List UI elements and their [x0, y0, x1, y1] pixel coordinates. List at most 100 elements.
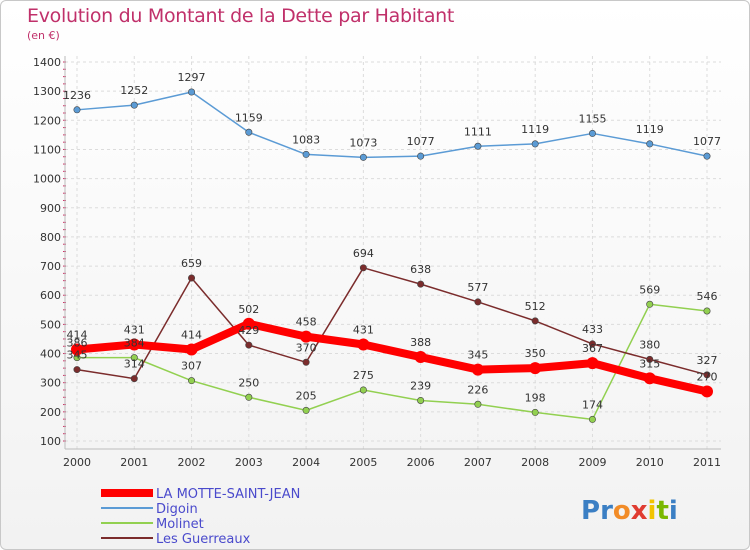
legend-entry: LA MOTTE-SAINT-JEAN [156, 487, 300, 502]
data-label: 431 [124, 324, 145, 337]
data-point [71, 343, 83, 356]
legend-entry: Digoin [156, 502, 198, 517]
data-point [646, 300, 654, 308]
data-label: 350 [525, 347, 546, 360]
data-point [245, 341, 253, 349]
data-label: 239 [410, 379, 431, 392]
data-label: 370 [296, 341, 317, 354]
x-tick-label: 2007 [464, 456, 492, 469]
data-label: 1083 [292, 133, 320, 146]
data-label: 638 [410, 263, 431, 276]
x-tick-label: 2003 [235, 456, 263, 469]
data-point [417, 396, 425, 404]
y-tick-label: 1100 [33, 143, 61, 156]
y-tick-label: 300 [40, 377, 61, 390]
data-point [531, 140, 539, 148]
data-point [471, 363, 484, 376]
data-label: 384 [124, 337, 145, 350]
data-point [302, 358, 310, 366]
data-label: 1111 [464, 125, 492, 138]
data-point [703, 152, 711, 160]
data-point [417, 280, 425, 288]
x-tick-label: 2005 [349, 456, 377, 469]
data-label: 307 [181, 360, 202, 373]
grid [65, 56, 721, 449]
proxiti-logo-text: Proxiti [581, 496, 678, 526]
data-label: 314 [124, 358, 145, 371]
data-point [701, 385, 713, 398]
data-labels: 1236 1252 1297 1159 1083 1073 1077 1111 1119 1155… [63, 71, 721, 411]
data-point [185, 343, 198, 356]
data-label: 414 [181, 328, 202, 341]
data-point [643, 372, 656, 385]
data-label: 1119 [521, 123, 549, 136]
data-point [73, 106, 81, 114]
data-point [128, 338, 141, 351]
data-point [359, 153, 367, 161]
data-label: 315 [639, 357, 660, 370]
axes: 1002003004005006007008009001000110012001… [33, 56, 721, 469]
data-label: 380 [639, 338, 660, 351]
data-point [130, 101, 138, 109]
data-point [359, 386, 367, 394]
x-tick-label: 2010 [636, 456, 664, 469]
y-tick-label: 500 [40, 318, 61, 331]
data-point [588, 129, 596, 137]
data-label: 1252 [120, 84, 148, 97]
data-label: 694 [353, 247, 374, 260]
y-tick-label: 600 [40, 289, 61, 302]
y-tick-label: 1000 [33, 173, 61, 186]
data-label: 250 [238, 376, 259, 389]
data-label: 174 [582, 398, 603, 411]
data-label: 1155 [578, 112, 606, 125]
series-line-molinet [77, 303, 708, 421]
data-label: 1159 [235, 111, 263, 124]
data-label: 1077 [407, 135, 435, 148]
data-label: 659 [181, 257, 202, 270]
y-tick-label: 800 [40, 231, 61, 244]
data-point [357, 338, 370, 351]
data-label: 1297 [178, 71, 206, 84]
data-label: 367 [582, 342, 603, 355]
data-point [703, 307, 711, 315]
y-tick-label: 400 [40, 348, 61, 361]
data-label: 1077 [693, 135, 721, 148]
x-tick-label: 2001 [120, 456, 148, 469]
y-tick-label: 200 [40, 406, 61, 419]
data-label: 1236 [63, 89, 91, 102]
series-line-la-motte-saint-jean [76, 319, 708, 396]
y-tick-label: 100 [40, 435, 61, 448]
data-label: 569 [639, 283, 660, 296]
data-label: 431 [353, 324, 374, 337]
data-point [588, 415, 596, 423]
data-label: 433 [582, 323, 603, 336]
data-point [531, 408, 539, 416]
data-point [130, 354, 138, 362]
data-label: 429 [238, 324, 259, 337]
data-label: 275 [353, 369, 374, 382]
data-point [474, 400, 482, 408]
data-point [646, 140, 654, 148]
data-point [474, 142, 482, 150]
data-point [245, 128, 253, 136]
y-tick-label: 1300 [33, 85, 61, 98]
data-label: 458 [296, 316, 317, 329]
data-point [73, 366, 81, 374]
data-label: 226 [467, 383, 488, 396]
series-line-digoin [76, 91, 708, 159]
data-label: 386 [67, 337, 88, 350]
chart-subtitle: (en €) [27, 29, 60, 42]
chart-title: Evolution du Montant de la Dette par Hab… [27, 5, 455, 27]
data-point [245, 393, 253, 401]
data-point [474, 298, 482, 306]
data-point [302, 406, 310, 414]
x-tick-label: 2011 [693, 456, 721, 469]
data-point [646, 355, 654, 363]
data-label: 327 [697, 354, 718, 367]
data-label: 205 [296, 389, 317, 402]
data-point [130, 375, 138, 383]
data-point [188, 377, 196, 385]
